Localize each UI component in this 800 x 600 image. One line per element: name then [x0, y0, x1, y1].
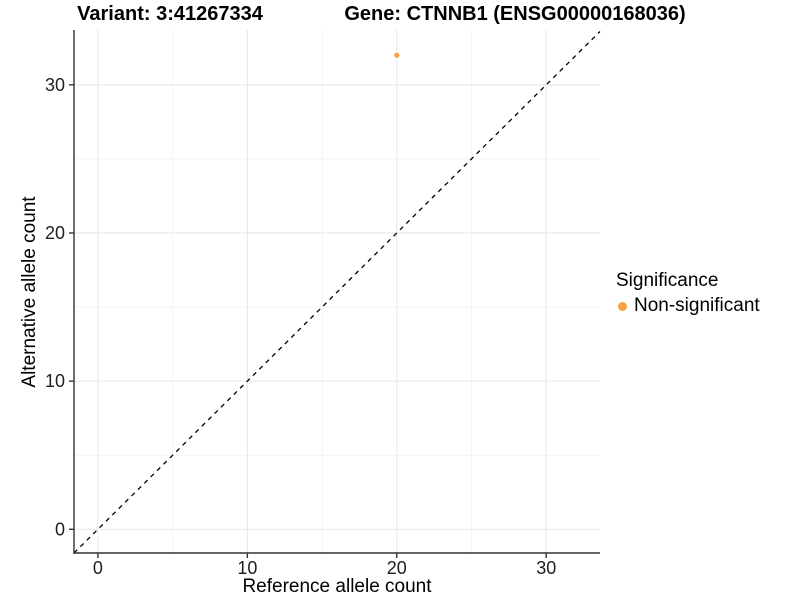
x-tick-label: 10	[237, 558, 257, 578]
y-tick-label: 20	[45, 223, 65, 243]
x-axis-title: Reference allele count	[242, 576, 432, 597]
identity-reference-line	[73, 31, 601, 554]
y-tick-label: 0	[55, 519, 65, 539]
x-tick-label: 30	[536, 558, 556, 578]
plot-title-gene: Gene: CTNNB1 (ENSG00000168036)	[344, 3, 686, 25]
plot-title-variant: Variant: 3:41267334	[77, 3, 263, 25]
legend-item-label: Non-significant	[634, 295, 760, 316]
x-tick-label: 0	[93, 558, 103, 578]
y-tick-label: 10	[45, 371, 65, 391]
legend: Significance Non-significant	[616, 270, 760, 317]
x-tick-label: 20	[387, 558, 407, 578]
y-tick-label: 30	[45, 75, 65, 95]
legend-title: Significance	[616, 270, 719, 291]
y-axis-title: Alternative allele count	[19, 196, 40, 388]
data-point	[394, 52, 400, 58]
legend-item: Non-significant	[618, 295, 760, 317]
legend-point-icon	[618, 301, 627, 311]
